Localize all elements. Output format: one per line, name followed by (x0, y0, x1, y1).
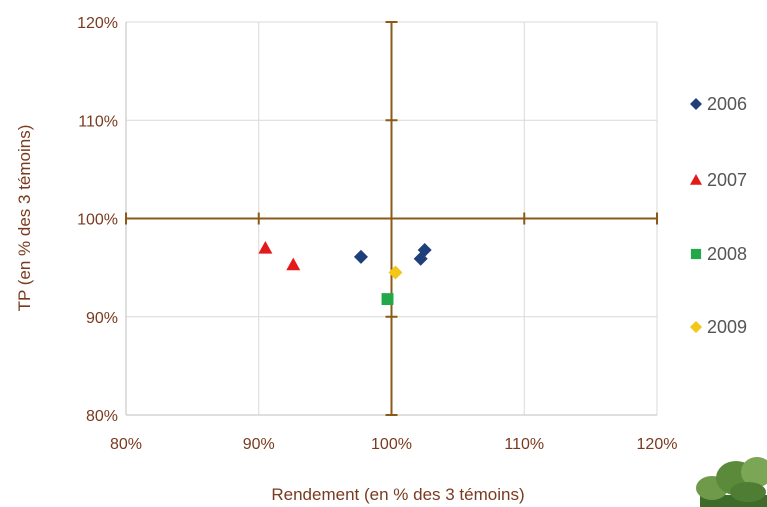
data-point-2006 (353, 249, 368, 264)
x-tick-label: 90% (243, 436, 275, 453)
legend: 2006 2007 2008 2009 (690, 94, 747, 337)
x-tick-label: 80% (110, 436, 142, 453)
y-tick-labels: 80% 90% 100% 110% 120% (77, 15, 118, 425)
tree-decoration (696, 457, 767, 507)
y-tick-label: 100% (77, 212, 118, 229)
x-tick-label: 110% (504, 436, 544, 453)
legend-label-2009: 2009 (707, 317, 747, 337)
y-tick-label: 110% (78, 113, 118, 130)
y-tick-label: 80% (86, 408, 118, 425)
legend-marker-2009 (690, 321, 702, 333)
data-point-2008 (381, 293, 394, 306)
x-tick-label: 100% (371, 436, 412, 453)
data-point-2006 (417, 242, 432, 257)
y-tick-label: 120% (77, 15, 118, 32)
x-tick-labels: 80% 90% 100% 110% 120% (110, 436, 677, 453)
reference-lines (125, 21, 658, 416)
legend-label-2007: 2007 (707, 170, 747, 190)
legend-label-2006: 2006 (707, 94, 747, 114)
legend-label-2008: 2008 (707, 244, 747, 264)
data-point-2007 (258, 240, 273, 254)
y-tick-label: 90% (86, 310, 118, 327)
legend-marker-2007 (690, 174, 702, 185)
data-point-2007 (286, 257, 301, 271)
legend-marker-2006 (690, 98, 702, 110)
y-axis-title: TP (en % des 3 témoins) (15, 125, 34, 312)
x-axis-title: Rendement (en % des 3 témoins) (271, 485, 524, 504)
data-points (258, 240, 432, 306)
legend-marker-2008 (690, 248, 702, 260)
data-point-2009 (388, 265, 403, 280)
x-tick-label: 120% (637, 436, 678, 453)
